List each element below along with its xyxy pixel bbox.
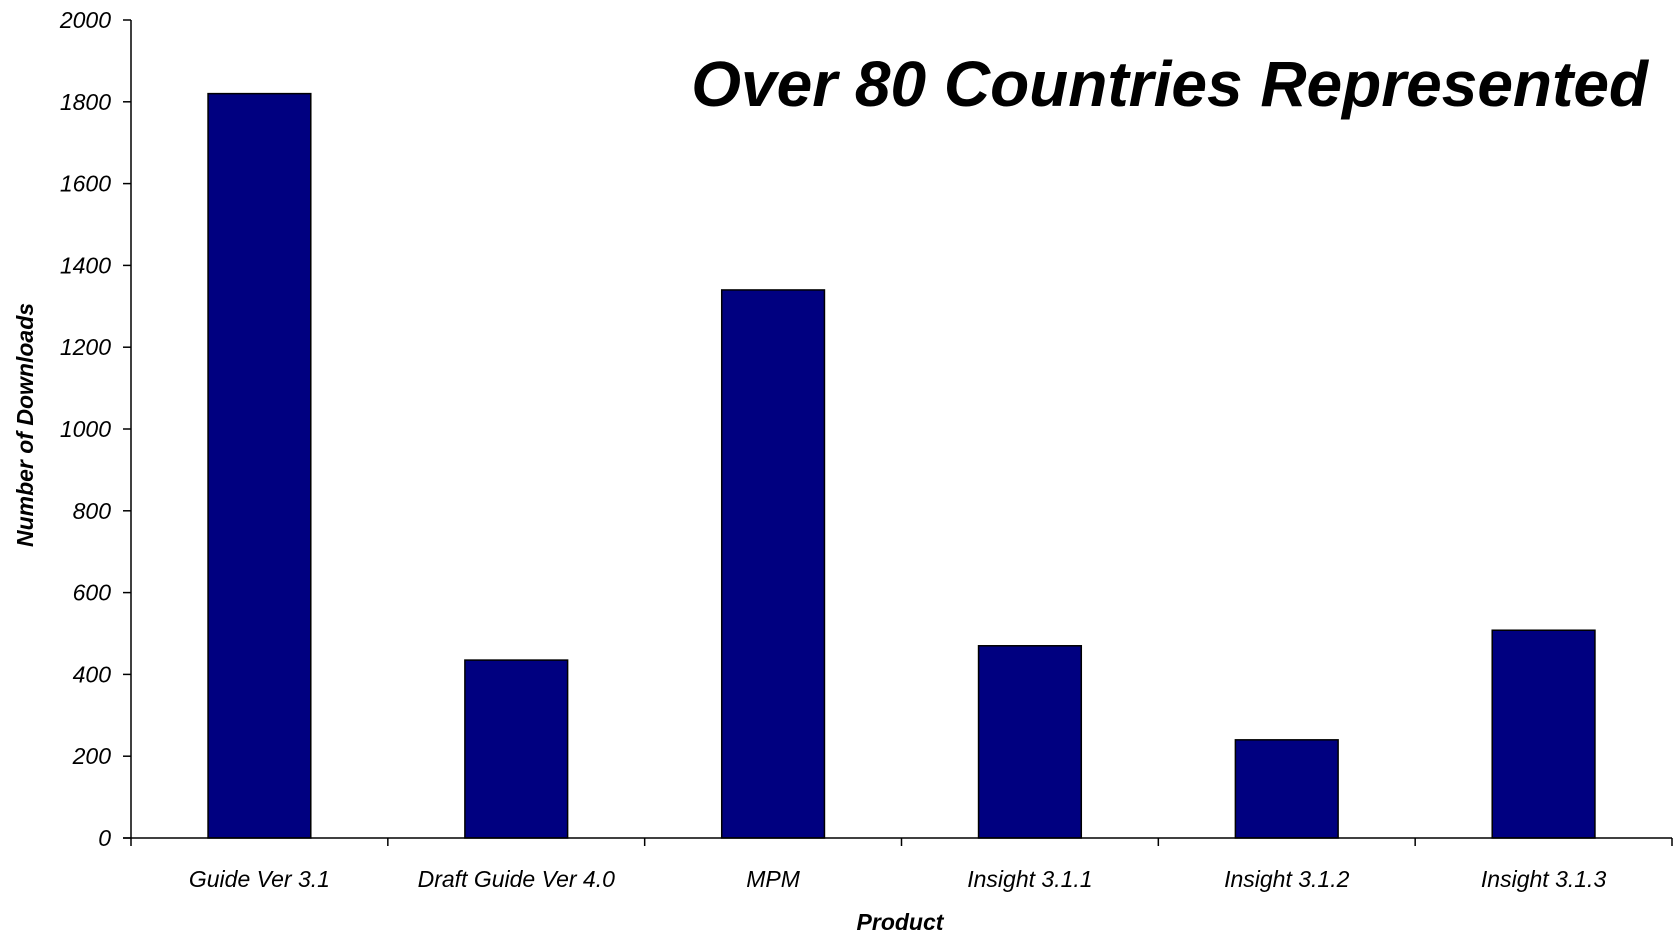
x-tick-label: Insight 3.1.2 bbox=[1224, 866, 1350, 892]
bars-group bbox=[207, 92, 1596, 839]
bar bbox=[207, 92, 312, 839]
bar bbox=[1234, 739, 1339, 839]
chart-annotation: Over 80 Countries Represented bbox=[691, 48, 1650, 120]
y-tick-label: 600 bbox=[73, 580, 112, 606]
y-tick-label: 1800 bbox=[60, 89, 111, 115]
x-tick-label: Draft Guide Ver 4.0 bbox=[418, 866, 616, 892]
x-tick-label: Insight 3.1.1 bbox=[967, 866, 1092, 892]
y-tick-label: 1400 bbox=[60, 252, 111, 278]
y-tick-label: 800 bbox=[73, 498, 112, 524]
x-tick-label: MPM bbox=[746, 866, 801, 892]
bar bbox=[720, 289, 826, 839]
y-tick-label: 2000 bbox=[59, 7, 111, 33]
axes-group: Guide Ver 3.1 Draft Guide Ver 4.0 MPM Insig… bbox=[59, 7, 1673, 892]
x-tick-label: Guide Ver 3.1 bbox=[189, 866, 330, 892]
y-axis-title: Number of Downloads bbox=[12, 303, 38, 547]
bar bbox=[464, 659, 569, 839]
y-tick-label: 200 bbox=[72, 743, 112, 769]
y-tick-label: 400 bbox=[73, 661, 112, 687]
y-tick-label: 1600 bbox=[60, 171, 111, 197]
bar bbox=[1491, 629, 1596, 839]
y-tick-label: 0 bbox=[98, 825, 111, 851]
x-tick-label: Insight 3.1.3 bbox=[1481, 866, 1607, 892]
bar bbox=[977, 645, 1083, 839]
y-tick-label: 1000 bbox=[60, 416, 111, 442]
x-axis-title: Product bbox=[857, 909, 945, 935]
y-tick-label: 1200 bbox=[60, 334, 111, 360]
